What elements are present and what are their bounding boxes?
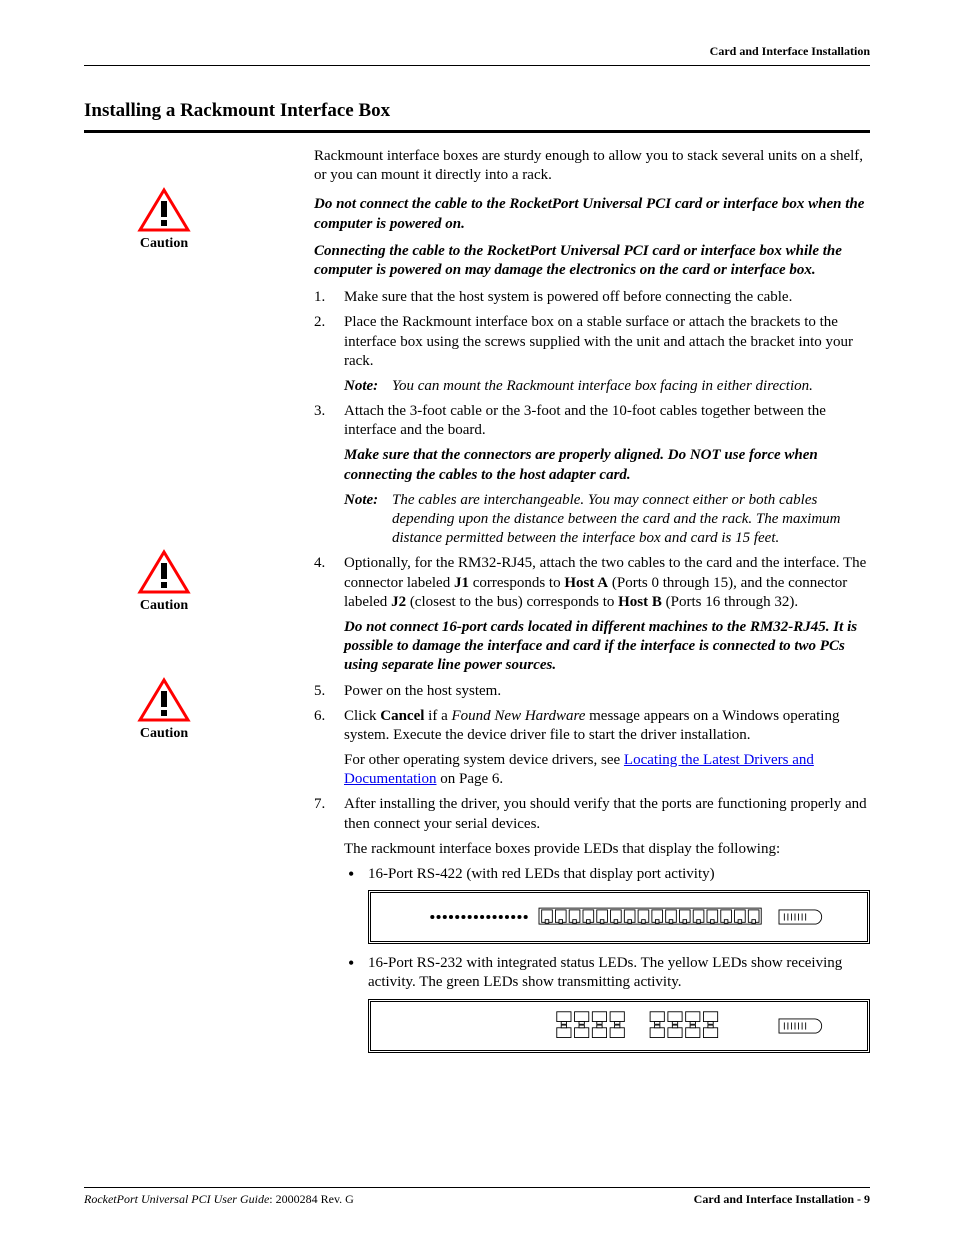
step-6-fnh: Found New Hardware [452, 708, 586, 724]
step-4-j1: J1 [454, 575, 469, 591]
caution-label: Caution [114, 235, 214, 253]
bullet-rs232: 16-Port RS-232 with integrated status LE… [344, 954, 870, 1052]
caution-block-2: Caution [114, 549, 214, 615]
caution-triangle-icon [137, 549, 191, 595]
step-1: Make sure that the host system is powere… [314, 288, 870, 307]
device-diagram-rs422 [368, 890, 870, 944]
caution-label: Caution [114, 725, 214, 743]
step-7-text: After installing the driver, you should … [344, 796, 867, 831]
caution-text-1b: Connecting the cable to the RocketPort U… [314, 242, 870, 280]
caution-label: Caution [114, 597, 214, 615]
step-2-note: Note: You can mount the Rackmount interf… [344, 377, 870, 396]
step-6-cancel: Cancel [380, 708, 424, 724]
step-6-p2-a: For other operating system device driver… [344, 752, 624, 768]
caution-block-3: Caution [114, 677, 214, 743]
caution-triangle-icon [137, 677, 191, 723]
step-6: Click Cancel if a Found New Hardware mes… [314, 707, 870, 790]
step-4-b: corresponds to [469, 575, 564, 591]
device-diagram-rs232 [368, 999, 870, 1053]
step-6-a: Click [344, 708, 380, 724]
step-6-p2-b: on Page 6. [436, 771, 503, 787]
intro-paragraph: Rackmount interface boxes are sturdy eno… [314, 147, 870, 185]
step-3-note: Note: The cables are interchangeable. Yo… [344, 491, 870, 549]
note-body: You can mount the Rackmount interface bo… [392, 377, 870, 396]
steps-list: Make sure that the host system is powere… [314, 288, 870, 1052]
step-2-text: Place the Rackmount interface box on a s… [344, 314, 853, 368]
step-1-text: Make sure that the host system is powere… [344, 289, 792, 305]
footer-right: Card and Interface Installation - 9 [694, 1192, 870, 1207]
note-body: The cables are interchangeable. You may … [392, 491, 870, 549]
caution-text-1a: Do not connect the cable to the RocketPo… [314, 195, 870, 233]
step-4-hostA: Host A [564, 575, 608, 591]
step-2: Place the Rackmount interface box on a s… [314, 313, 870, 396]
section-title: Installing a Rackmount Interface Box [84, 100, 870, 122]
caution-text-2: Make sure that the connectors are proper… [344, 446, 870, 484]
rs232-panel-icon [381, 1010, 857, 1042]
page-footer: RocketPort Universal PCI User Guide: 200… [84, 1187, 870, 1207]
left-column: Caution Caution Caution [84, 147, 284, 1063]
content-area: Caution Caution Caution Rackmount interf… [84, 147, 870, 1063]
step-6-p2: For other operating system device driver… [344, 751, 870, 789]
step-7-p2: The rackmount interface boxes provide LE… [344, 840, 870, 859]
step-7: After installing the driver, you should … [314, 795, 870, 1052]
step-4-d: (closest to the bus) corresponds to [406, 594, 618, 610]
step-5: Power on the host system. [314, 682, 870, 701]
step-4: Optionally, for the RM32-RJ45, attach th… [314, 554, 870, 675]
footer-guide-title: RocketPort Universal PCI User Guide [84, 1192, 269, 1206]
step-4-e: (Ports 16 through 32). [662, 594, 798, 610]
step-3-text: Attach the 3-foot cable or the 3-foot an… [344, 403, 826, 438]
note-label: Note: [344, 491, 392, 549]
step-4-j2: J2 [391, 594, 406, 610]
step-4-hostB: Host B [618, 594, 662, 610]
footer-guide-rev: : 2000284 Rev. G [269, 1192, 354, 1206]
caution-text-3: Do not connect 16-port cards located in … [344, 618, 870, 676]
caution-triangle-icon [137, 187, 191, 233]
step-6-b: if a [424, 708, 451, 724]
note-label: Note: [344, 377, 392, 396]
section-rule [84, 130, 870, 133]
caution-block-1: Caution [114, 187, 214, 253]
running-header: Card and Interface Installation [84, 44, 870, 66]
step-3: Attach the 3-foot cable or the 3-foot an… [314, 402, 870, 548]
right-column: Rackmount interface boxes are sturdy eno… [314, 147, 870, 1063]
bullet-rs422: 16-Port RS-422 (with red LEDs that displ… [344, 865, 870, 944]
bullet-rs422-text: 16-Port RS-422 (with red LEDs that displ… [368, 866, 715, 882]
bullet-rs232-text: 16-Port RS-232 with integrated status LE… [368, 955, 842, 990]
step-5-text: Power on the host system. [344, 683, 501, 699]
led-bullets: 16-Port RS-422 (with red LEDs that displ… [344, 865, 870, 1053]
footer-left: RocketPort Universal PCI User Guide: 200… [84, 1192, 354, 1207]
rs422-panel-icon [381, 901, 857, 933]
